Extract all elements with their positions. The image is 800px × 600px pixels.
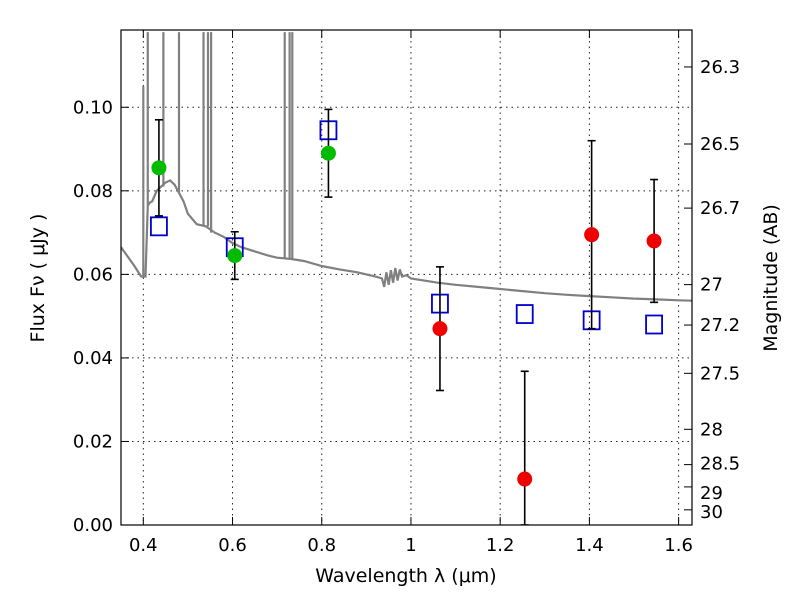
- model-box-point: [645, 314, 663, 335]
- mag-tick-label: 30: [700, 502, 723, 523]
- observed-point: [584, 227, 600, 243]
- x-tick-label: 1.4: [575, 535, 604, 556]
- mag-tick-label: 27: [700, 275, 723, 296]
- mag-tick-label: 29: [700, 483, 723, 504]
- observed-point: [320, 145, 336, 161]
- tick-labels: 0.4 0.6 0.8 1 1.2 1.4 1.6 0.00 0.02 0.04 0.06 0.08 0…: [73, 57, 740, 556]
- plot-data: [121, 32, 692, 525]
- mag-tick-label: 27.2: [700, 315, 740, 336]
- model-box-point: [515, 304, 534, 324]
- x-axis-title: Wavelength λ (μm): [315, 565, 496, 587]
- y-axis-title: Flux Fν ( μJy ): [27, 214, 49, 343]
- mag-tick-label: 26.3: [700, 57, 740, 78]
- y-tick-label: 0.04: [73, 348, 113, 369]
- observed-point: [151, 160, 167, 176]
- y-tick-label: 0.02: [73, 431, 113, 452]
- x-tick-label: 1.6: [664, 535, 693, 556]
- x-tick-label: 1: [405, 535, 416, 556]
- tick-marks: [121, 30, 692, 526]
- mag-tick-label: 26.5: [700, 134, 740, 155]
- mag-tick-label: 28: [700, 419, 723, 440]
- observed-point: [227, 248, 243, 264]
- mag-tick-label: 27.5: [700, 363, 740, 384]
- model-box-point: [150, 216, 168, 237]
- y-axis-right-title: Magnitude (AB): [760, 204, 782, 352]
- observed-point: [517, 471, 533, 487]
- mag-tick-label: 26.7: [700, 198, 740, 219]
- y-tick-label: 0.06: [73, 264, 113, 285]
- plot-frame: [120, 29, 693, 526]
- grid: [121, 30, 692, 526]
- x-tick-label: 0.6: [218, 535, 247, 556]
- observed-point: [646, 233, 662, 249]
- x-tick-label: 0.4: [129, 535, 158, 556]
- y-tick-label: 0.00: [73, 515, 113, 536]
- x-tick-label: 1.2: [486, 535, 515, 556]
- model-spectrum-line: [121, 179, 692, 302]
- observed-point: [432, 321, 448, 337]
- x-tick-label: 0.8: [307, 535, 336, 556]
- mag-tick-label: 28.5: [700, 454, 740, 475]
- y-tick-label: 0.10: [73, 97, 113, 118]
- y-tick-label: 0.08: [73, 181, 113, 202]
